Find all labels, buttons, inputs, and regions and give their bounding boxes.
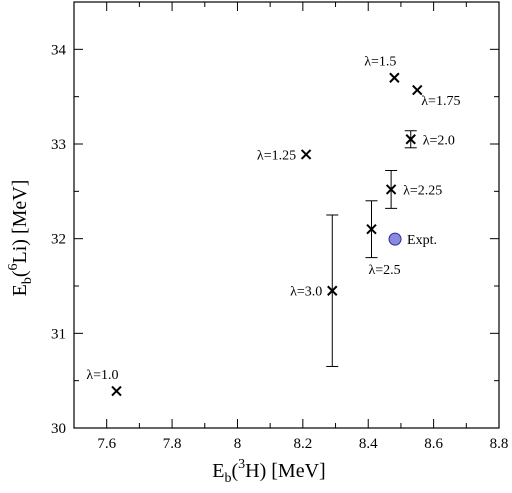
y-tick-label: 33 <box>51 137 66 153</box>
cross-marker <box>300 149 312 160</box>
x-axis-title: Eb(3H) [MeV] <box>212 457 325 486</box>
point-label: λ=1.75 <box>421 94 460 109</box>
cross-marker <box>385 184 397 195</box>
experiment-marker <box>388 232 402 246</box>
point-label: λ=1.0 <box>86 368 118 383</box>
cross-marker <box>327 285 338 296</box>
cross-marker <box>412 84 423 96</box>
point-label: λ=2.25 <box>403 183 442 198</box>
y-tick-label: 34 <box>51 42 67 58</box>
y-tick-label: 31 <box>51 326 66 342</box>
cross-marker <box>366 223 377 235</box>
experiment-label: Expt. <box>407 233 437 248</box>
y-axis-title: Eb(6Li) [MeV] <box>6 180 35 297</box>
x-tick-label: 8.6 <box>424 436 443 452</box>
point-label: λ=3.0 <box>290 285 322 300</box>
plot-frame <box>73 1 500 429</box>
point-label: λ=1.5 <box>364 55 396 70</box>
x-tick-label: 8.8 <box>490 436 509 452</box>
x-tick-label: 7.8 <box>163 436 182 452</box>
point-label: λ=2.5 <box>369 263 401 278</box>
y-tick-label: 32 <box>51 232 66 248</box>
x-tick-label: 8 <box>234 436 242 452</box>
point-label: λ=2.0 <box>423 133 455 148</box>
x-tick-label: 7.6 <box>97 436 116 452</box>
cross-marker <box>405 134 416 145</box>
cross-marker <box>111 385 122 397</box>
x-tick-label: 8.4 <box>359 436 378 452</box>
x-tick-label: 8.2 <box>293 436 312 452</box>
y-tick-label: 30 <box>51 421 66 437</box>
cross-marker <box>389 72 400 83</box>
point-label: λ=1.25 <box>257 148 296 163</box>
